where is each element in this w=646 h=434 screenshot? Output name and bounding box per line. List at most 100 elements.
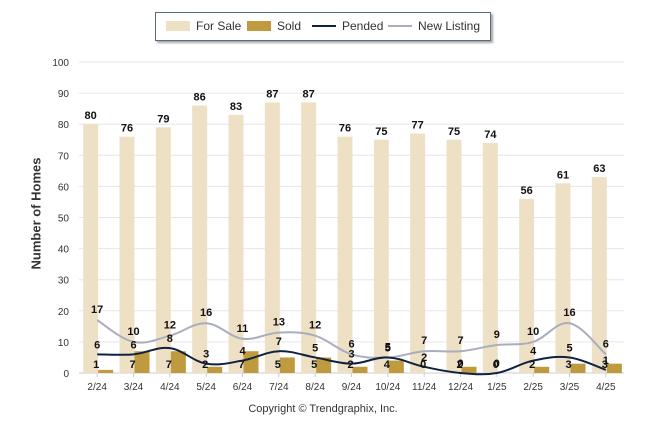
x-tick-label: 4/24: [160, 382, 180, 393]
x-tick-label: 6/24: [233, 382, 253, 393]
bar-sold: [98, 369, 114, 373]
data-label-new-listing: 7: [457, 335, 463, 347]
data-label-for-sale: 75: [375, 126, 387, 138]
y-tick-label: 10: [58, 338, 70, 349]
data-label-for-sale: 87: [303, 88, 315, 100]
data-label-new-listing: 13: [273, 317, 285, 329]
data-label-pended: 1: [603, 355, 609, 367]
x-tick-label: 1/25: [487, 382, 507, 393]
y-tick-label: 40: [58, 245, 70, 256]
y-tick-label: 90: [58, 89, 70, 100]
data-label-pended: 3: [348, 349, 354, 361]
bar-for-sale: [373, 139, 389, 373]
x-tick-label: 7/24: [269, 382, 289, 393]
y-tick-label: 30: [58, 276, 70, 287]
bar-for-sale: [591, 177, 607, 373]
data-label-for-sale: 77: [412, 120, 424, 132]
x-tick-label: 8/24: [305, 382, 325, 393]
data-label-new-listing: 12: [164, 320, 176, 332]
data-label-new-listing: 5: [385, 341, 391, 353]
legend-label-sold: Sold: [277, 19, 302, 33]
data-label-new-listing: 16: [200, 307, 212, 319]
data-label-sold: 7: [129, 359, 135, 371]
bar-for-sale: [264, 102, 280, 374]
data-label-sold: 7: [166, 359, 172, 371]
data-label-sold: 4: [384, 359, 391, 371]
data-label-pended: 0: [457, 358, 463, 370]
bar-for-sale: [119, 136, 135, 373]
x-tick-label: 11/24: [412, 382, 437, 393]
legend-line-pended: [312, 25, 336, 27]
y-axis-title: Number of Homes: [28, 157, 44, 270]
x-tick-label: 9/24: [342, 382, 362, 393]
line-new-listing: [96, 319, 607, 359]
legend-line-new-listing: [388, 25, 412, 27]
bar-for-sale: [519, 198, 535, 373]
data-label-pended: 7: [276, 336, 282, 348]
legend-label-for-sale: For Sale: [196, 19, 242, 33]
data-label-sold: 1: [93, 359, 99, 371]
bar-for-sale: [482, 142, 498, 373]
data-label-sold: 2: [202, 359, 208, 371]
data-label-pended: 4: [530, 346, 537, 358]
chart-legend: For Sale Sold Pended New Listing: [155, 12, 491, 41]
bar-sold: [279, 357, 295, 373]
bar-sold: [388, 360, 404, 373]
bar-sold: [606, 363, 622, 373]
data-label-for-sale: 79: [157, 113, 169, 125]
x-tick-label: 10/24: [375, 382, 400, 393]
data-label-new-listing: 12: [309, 320, 321, 332]
data-label-new-listing: 16: [563, 307, 575, 319]
bar-for-sale: [301, 102, 317, 374]
legend-label-pended: Pended: [342, 19, 384, 33]
data-label-sold: 0: [493, 359, 499, 371]
legend-swatch-for-sale: [166, 21, 190, 31]
bar-for-sale: [155, 127, 171, 373]
data-label-for-sale: 75: [448, 126, 460, 138]
y-tick-label: 60: [58, 182, 70, 193]
bar-for-sale: [446, 139, 462, 373]
data-label-for-sale: 80: [85, 110, 97, 122]
bar-sold: [570, 363, 586, 373]
data-label-sold: 2: [529, 359, 535, 371]
y-tick-label: 50: [58, 214, 70, 225]
bar-for-sale: [192, 105, 208, 373]
data-label-sold: 2: [456, 359, 462, 371]
bar-sold: [243, 351, 259, 373]
data-label-sold: 7: [238, 359, 244, 371]
bar-sold: [207, 366, 223, 373]
x-tick-label: 4/25: [596, 382, 616, 393]
data-label-sold: 2: [347, 359, 353, 371]
data-label-new-listing: 10: [127, 326, 139, 338]
data-label-for-sale: 86: [194, 92, 206, 104]
data-label-pended: 6: [130, 339, 136, 351]
data-label-for-sale: 56: [521, 185, 533, 197]
data-label-for-sale: 83: [230, 101, 242, 113]
data-label-sold: 5: [275, 359, 281, 371]
data-label-new-listing: 6: [348, 338, 354, 350]
data-label-pended: 8: [167, 333, 173, 345]
data-label-pended: 2: [421, 352, 427, 364]
data-label-for-sale: 76: [121, 123, 133, 135]
data-label-new-listing: 10: [527, 326, 539, 338]
data-label-new-listing: 17: [91, 304, 103, 316]
data-label-new-listing: 7: [421, 335, 427, 347]
data-label-sold: 0: [420, 359, 426, 371]
legend-swatch-sold: [247, 21, 271, 31]
bar-for-sale: [83, 124, 99, 373]
bar-for-sale: [337, 136, 353, 373]
y-tick-label: 80: [58, 120, 70, 131]
data-label-sold: 3: [565, 359, 571, 371]
data-label-pended: 0: [494, 358, 500, 370]
data-label-sold: 5: [311, 359, 317, 371]
data-label-for-sale: 61: [557, 169, 569, 181]
data-label-sold: 3: [602, 359, 608, 371]
data-label-pended: 5: [385, 342, 391, 354]
data-label-pended: 4: [239, 346, 246, 358]
x-tick-label: 5/24: [196, 382, 216, 393]
data-label-new-listing: 6: [603, 338, 609, 350]
bar-sold: [352, 366, 368, 373]
data-label-new-listing: 11: [237, 323, 249, 335]
data-label-new-listing: 9: [494, 329, 500, 341]
